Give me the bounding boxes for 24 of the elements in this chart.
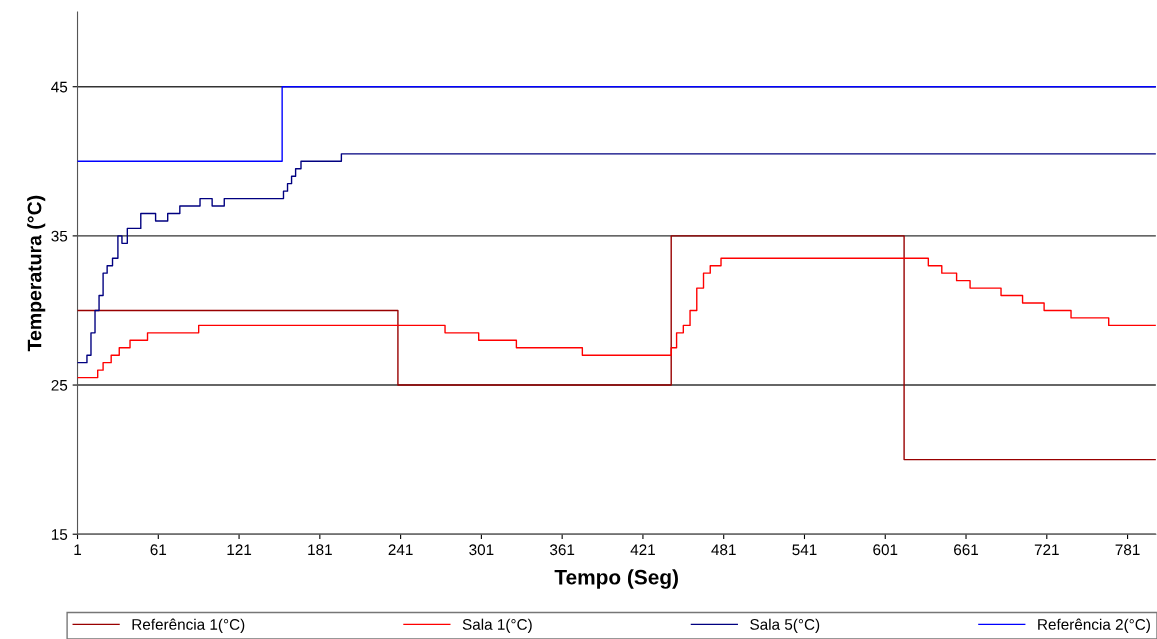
x-tick-label: 781 xyxy=(1115,544,1140,556)
x-tick-label: 421 xyxy=(630,544,655,555)
x-tick-label: 481 xyxy=(711,544,736,556)
legend-label: Referência 2(°C) xyxy=(1038,618,1150,633)
y-tick-label: 35 xyxy=(51,230,68,242)
x-tick-label: 661 xyxy=(954,544,979,556)
x-tick-label: 301 xyxy=(469,544,494,556)
x-tick-label: 601 xyxy=(873,544,898,556)
y-tick-label: 15 xyxy=(51,529,68,540)
legend-label: Referência 1(°C) xyxy=(132,618,245,633)
x-tick-label: 361 xyxy=(550,544,575,556)
x-tick-label: 121 xyxy=(227,544,252,555)
y-tick-label: 25 xyxy=(51,379,68,391)
x-tick-label: 61 xyxy=(150,544,167,556)
y-tick-label: 45 xyxy=(51,81,68,93)
x-axis-title: Tempo (Seg) xyxy=(554,569,678,589)
x-tick-label: 1 xyxy=(74,544,82,555)
x-tick-label: 721 xyxy=(1034,544,1059,555)
x-tick-label: 541 xyxy=(792,544,817,556)
y-axis-title: Temperatura (°C) xyxy=(27,195,46,352)
x-tick-label: 181 xyxy=(308,544,332,556)
x-tick-label: 241 xyxy=(388,544,413,555)
legend-label: Sala 1(°C) xyxy=(462,618,532,633)
legend-label: Sala 5(°C) xyxy=(750,618,820,633)
